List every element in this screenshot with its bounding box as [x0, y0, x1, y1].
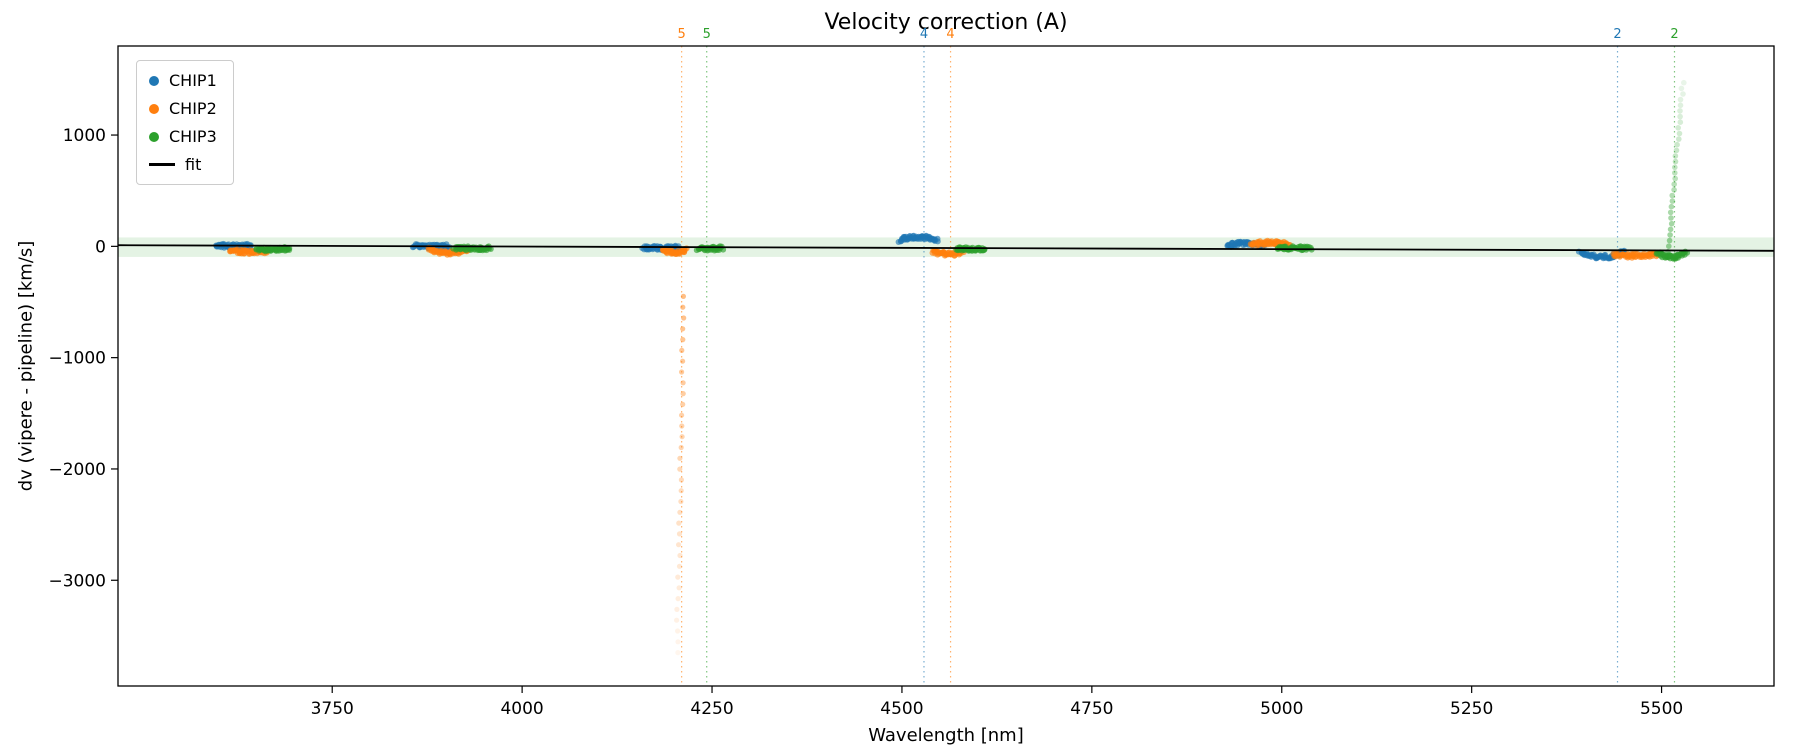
legend: CHIP1 CHIP2 CHIP3 fit [136, 60, 234, 185]
svg-text:4000: 4000 [500, 699, 543, 719]
chip2-marker-icon [149, 103, 159, 114]
x-axis-label: Wavelength [nm] [868, 725, 1024, 746]
svg-text:2: 2 [1613, 27, 1621, 42]
svg-text:4500: 4500 [880, 699, 923, 719]
svg-text:0: 0 [95, 237, 106, 257]
legend-entry-fit: fit [149, 155, 217, 174]
svg-text:5000: 5000 [1260, 699, 1303, 719]
svg-text:5: 5 [703, 27, 711, 42]
svg-text:2: 2 [1670, 27, 1678, 42]
legend-label: CHIP2 [169, 99, 217, 118]
legend-entry-chip3: CHIP3 [149, 127, 217, 146]
svg-text:5500: 5500 [1640, 699, 1683, 719]
svg-text:4750: 4750 [1070, 699, 1113, 719]
svg-text:4250: 4250 [690, 699, 733, 719]
chip3-marker-icon [149, 131, 159, 142]
svg-text:4: 4 [920, 27, 928, 42]
fit-line-icon [149, 163, 175, 166]
legend-entry-chip1: CHIP1 [149, 71, 217, 90]
chip1-marker-icon [149, 75, 159, 86]
legend-label: fit [185, 155, 202, 174]
svg-text:3750: 3750 [311, 699, 354, 719]
svg-text:5: 5 [678, 27, 686, 42]
svg-text:1000: 1000 [63, 126, 106, 146]
legend-label: CHIP1 [169, 71, 217, 90]
svg-text:5250: 5250 [1450, 699, 1493, 719]
svg-text:−3000: −3000 [48, 571, 106, 591]
svg-text:4: 4 [946, 27, 954, 42]
svg-text:−2000: −2000 [48, 460, 106, 480]
legend-label: CHIP3 [169, 127, 217, 146]
svg-text:−1000: −1000 [48, 349, 106, 369]
chart-title: Velocity correction (A) [824, 10, 1068, 35]
legend-entry-chip2: CHIP2 [149, 99, 217, 118]
